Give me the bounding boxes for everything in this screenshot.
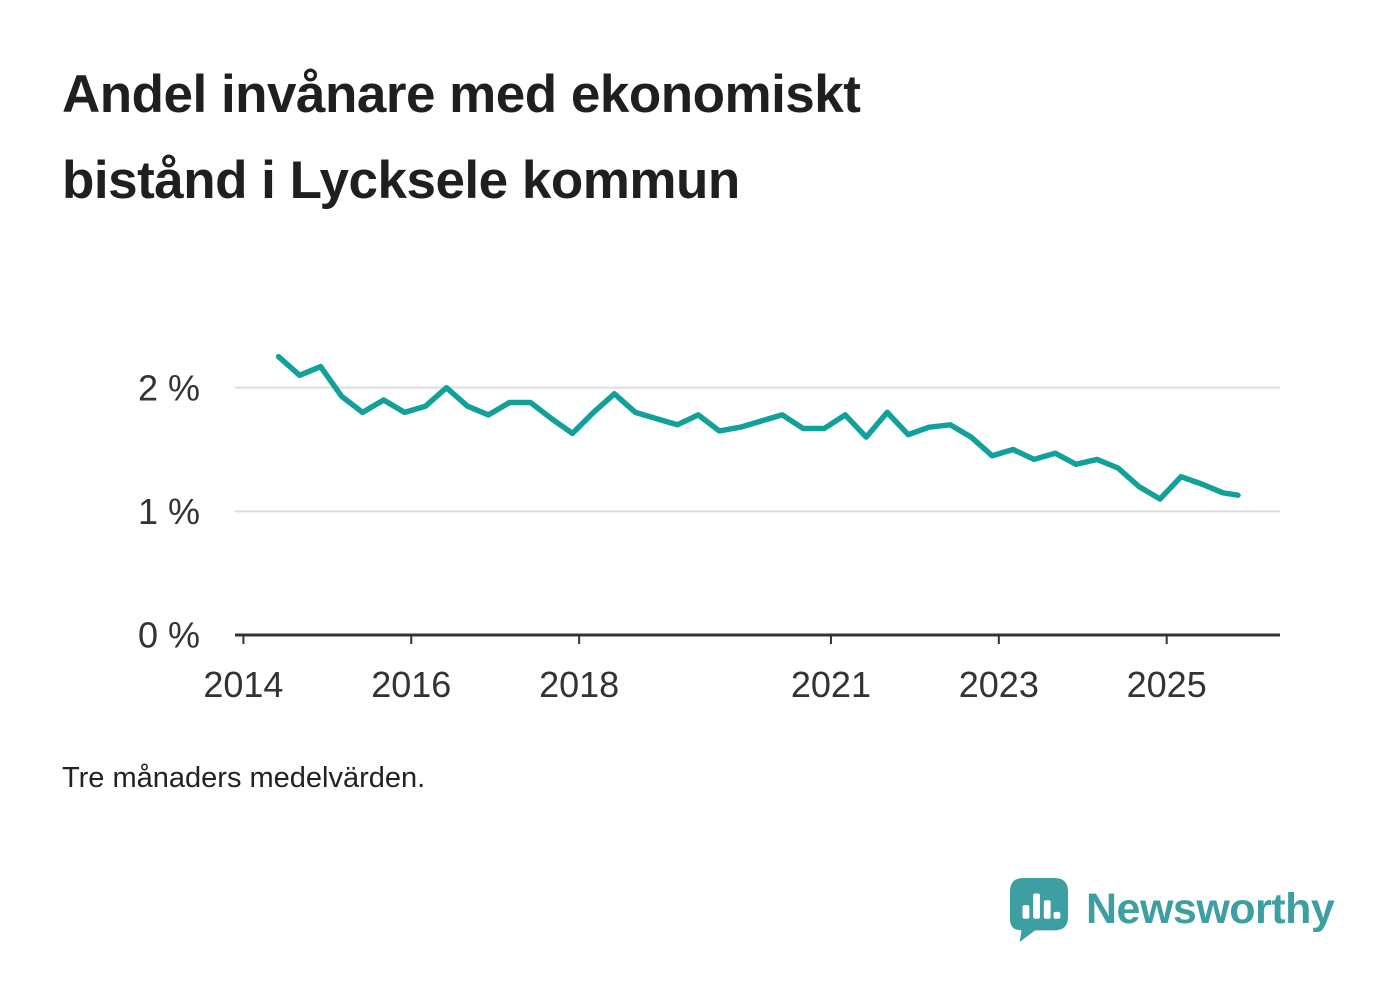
y-axis-tick-label: 1 % [138,491,200,532]
data-series-line [275,353,1241,502]
x-axis-tick-label: 2014 [203,664,283,705]
newsworthy-branding: Newsworthy [1008,876,1335,942]
x-axis-tick-label: 2025 [1127,664,1207,705]
chart-title-line-2: bistånd i Lycksele kommun [62,150,740,210]
x-axis-tick-label: 2021 [791,664,871,705]
y-axis-tick-label: 2 % [138,367,200,408]
newsworthy-logo-icon [1009,878,1069,942]
line-chart: 0 % 1 % 2 % 2014 2016 2018 2021 2023 2025 [138,353,1280,705]
bar-chart-glyph [1022,893,1061,919]
chart-footnote: Tre månaders medelvärden. [62,762,426,794]
y-axis-tick-label: 0 % [138,615,200,656]
x-axis-tick-label: 2023 [959,664,1039,705]
x-axis-tick-label: 2016 [371,664,451,705]
x-axis-tick-label: 2018 [539,664,619,705]
brand-name: Newsworthy [1086,884,1335,933]
chart-title: Andel invånare med ekonomiskt bistånd i … [62,52,861,224]
chart-title-line-1: Andel invånare med ekonomiskt [62,65,861,124]
